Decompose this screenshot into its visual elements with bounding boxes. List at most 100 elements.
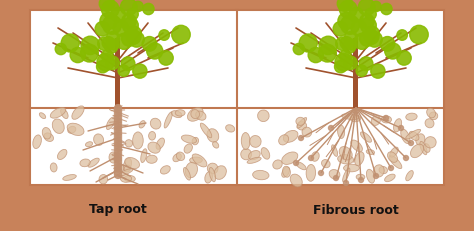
Ellipse shape [50, 107, 66, 118]
Circle shape [403, 155, 409, 161]
Ellipse shape [214, 166, 227, 179]
Ellipse shape [114, 165, 124, 175]
Circle shape [397, 30, 408, 40]
Ellipse shape [118, 169, 133, 176]
Ellipse shape [427, 108, 436, 118]
Circle shape [358, 177, 364, 182]
Circle shape [118, 65, 129, 76]
Circle shape [159, 30, 169, 40]
Ellipse shape [302, 127, 312, 137]
Circle shape [308, 47, 323, 63]
Ellipse shape [290, 174, 302, 187]
Ellipse shape [388, 152, 398, 162]
Circle shape [102, 15, 122, 34]
Circle shape [106, 56, 119, 70]
Ellipse shape [148, 131, 155, 140]
Ellipse shape [360, 132, 372, 142]
Ellipse shape [343, 168, 350, 182]
Ellipse shape [148, 142, 160, 153]
Circle shape [126, 30, 141, 44]
Ellipse shape [306, 164, 316, 181]
Circle shape [133, 64, 147, 78]
Ellipse shape [374, 165, 384, 177]
Circle shape [70, 47, 85, 63]
Circle shape [108, 39, 119, 50]
Ellipse shape [355, 152, 364, 166]
Circle shape [371, 1, 381, 12]
Ellipse shape [120, 175, 132, 182]
Ellipse shape [57, 149, 67, 160]
Ellipse shape [337, 125, 345, 138]
Circle shape [389, 165, 393, 170]
Circle shape [81, 36, 100, 55]
Circle shape [365, 9, 376, 20]
Ellipse shape [192, 137, 199, 145]
Circle shape [106, 31, 120, 45]
Ellipse shape [141, 149, 147, 163]
Circle shape [97, 53, 114, 71]
Circle shape [122, 17, 138, 33]
Ellipse shape [185, 162, 198, 178]
Ellipse shape [420, 141, 427, 155]
Circle shape [371, 64, 385, 78]
Ellipse shape [205, 172, 212, 183]
Ellipse shape [261, 148, 270, 159]
Ellipse shape [321, 160, 330, 168]
Circle shape [344, 180, 348, 185]
Ellipse shape [279, 135, 289, 145]
Ellipse shape [109, 152, 118, 163]
Circle shape [95, 21, 109, 36]
Circle shape [116, 33, 132, 49]
Ellipse shape [241, 133, 250, 149]
Circle shape [121, 57, 135, 70]
Ellipse shape [401, 129, 410, 144]
Ellipse shape [88, 158, 99, 167]
Circle shape [335, 61, 347, 73]
Ellipse shape [371, 116, 381, 125]
Circle shape [367, 32, 383, 47]
Ellipse shape [176, 152, 185, 161]
Circle shape [380, 36, 395, 51]
Ellipse shape [410, 144, 424, 158]
Circle shape [319, 170, 323, 176]
Circle shape [101, 50, 113, 62]
Ellipse shape [409, 131, 419, 140]
Circle shape [351, 20, 367, 36]
Ellipse shape [282, 167, 290, 177]
Circle shape [172, 25, 190, 44]
Circle shape [293, 43, 304, 55]
Ellipse shape [172, 111, 182, 118]
Ellipse shape [124, 165, 130, 172]
Ellipse shape [44, 133, 54, 141]
Ellipse shape [250, 136, 261, 147]
Ellipse shape [297, 122, 307, 130]
Ellipse shape [188, 107, 203, 121]
Ellipse shape [94, 134, 103, 145]
Ellipse shape [248, 151, 260, 160]
Circle shape [133, 1, 143, 12]
Ellipse shape [351, 140, 363, 152]
Circle shape [385, 43, 401, 59]
Ellipse shape [68, 126, 76, 133]
Ellipse shape [150, 118, 161, 129]
Ellipse shape [416, 134, 425, 145]
Ellipse shape [389, 155, 402, 169]
Ellipse shape [379, 167, 387, 174]
Ellipse shape [156, 138, 164, 149]
Ellipse shape [183, 167, 191, 180]
Ellipse shape [85, 142, 92, 147]
Circle shape [61, 34, 79, 52]
Ellipse shape [226, 125, 235, 132]
Circle shape [299, 136, 303, 140]
Circle shape [356, 65, 367, 76]
Ellipse shape [253, 170, 269, 180]
Circle shape [127, 9, 138, 20]
Circle shape [409, 140, 413, 146]
Ellipse shape [182, 135, 197, 143]
Ellipse shape [201, 123, 212, 138]
Circle shape [293, 161, 299, 165]
Ellipse shape [61, 109, 68, 119]
Bar [30, 10, 444, 185]
Circle shape [143, 3, 154, 15]
Ellipse shape [297, 118, 307, 128]
